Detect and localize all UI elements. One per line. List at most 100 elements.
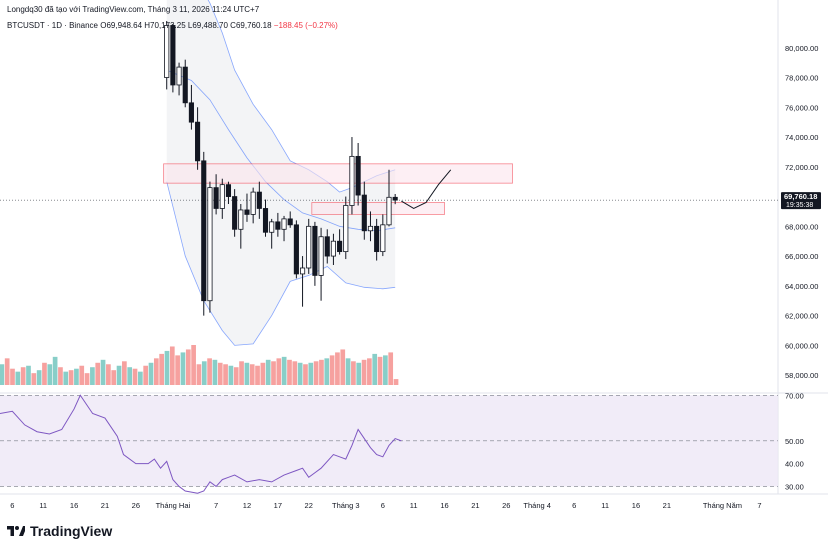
volume-bar: [185, 349, 191, 385]
volume-bar: [10, 368, 15, 385]
time-tick-label: 26: [502, 501, 510, 510]
volume-bar: [292, 361, 298, 385]
supply-demand-zone: [311, 202, 445, 215]
volume-bar: [239, 361, 244, 385]
rsi-tick-label: 40.00: [785, 460, 804, 469]
volume-bar: [201, 361, 207, 385]
price-tick-label: 66,000.00: [785, 252, 818, 261]
volume-bar: [169, 346, 175, 385]
tradingview-logo[interactable]: TradingView: [7, 523, 112, 539]
volume-bar: [116, 365, 122, 385]
volume-bar: [276, 358, 282, 385]
volume-bar: [223, 364, 228, 385]
volume-bar: [0, 364, 5, 385]
volume-bar: [15, 371, 21, 385]
rsi-tick-label: 50.00: [785, 437, 804, 446]
rsi-line: [0, 394, 402, 494]
supply-demand-zone: [163, 163, 513, 184]
rsi-tick-label: 70.00: [785, 391, 804, 400]
volume-bar: [356, 362, 362, 385]
candle-body: [275, 221, 281, 230]
volume-bar: [244, 362, 250, 385]
volume-bar: [68, 370, 74, 385]
volume-bar: [361, 359, 367, 385]
close-value: C69,760.18: [230, 21, 272, 30]
candle-body: [225, 184, 232, 197]
candle-body: [355, 155, 361, 196]
candle-body: [176, 66, 182, 86]
volume-bar: [271, 361, 276, 385]
volume-bar: [303, 364, 308, 385]
candle-body: [324, 236, 330, 257]
volume-bar: [255, 365, 260, 385]
volume-bar: [106, 364, 111, 385]
time-tick-label: Tháng 3: [332, 501, 360, 510]
candle-body: [343, 205, 349, 253]
volume-bar: [31, 373, 37, 385]
candle-body: [349, 155, 355, 206]
price-tick-label: 72,000.00: [785, 163, 818, 172]
volume-bar: [233, 367, 239, 385]
price-tick-label: 74,000.00: [785, 133, 818, 142]
rsi-tick-label: 30.00: [785, 482, 804, 491]
candle-body: [232, 196, 238, 230]
volume-bar: [191, 345, 196, 385]
volume-bar: [26, 365, 31, 385]
volume-bar: [207, 358, 212, 385]
candle-body: [312, 225, 318, 276]
volume-bar: [90, 367, 95, 385]
volume-bar: [393, 379, 399, 385]
candle-body: [293, 224, 299, 275]
volume-bar: [281, 356, 287, 385]
volume-bar: [132, 368, 138, 385]
volume-bar: [175, 355, 180, 385]
symbol-name[interactable]: BTCUSDT · 1D · Binance: [7, 21, 98, 30]
time-tick-label: 6: [381, 501, 385, 510]
time-tick-label: Tháng 4: [523, 501, 551, 510]
volume-bar: [249, 364, 255, 385]
tradingview-logo-text: TradingView: [30, 523, 113, 539]
volume-bar: [228, 365, 234, 385]
volume-bar: [47, 364, 53, 385]
price-badge-countdown: 19:35:38: [786, 202, 813, 209]
candle-body: [262, 208, 269, 233]
volume-bar: [324, 358, 330, 385]
volume-bar: [345, 358, 351, 385]
price-tick-label: 68,000.00: [785, 222, 818, 231]
volume-bar: [297, 362, 303, 385]
volume-bar: [260, 362, 266, 385]
price-tick-label: 62,000.00: [785, 312, 818, 321]
time-tick-label: 12: [243, 501, 251, 510]
volume-bar: [265, 359, 271, 385]
candle-body: [182, 66, 188, 104]
candle-body: [281, 218, 287, 230]
tradingview-logo-icon: [7, 526, 25, 536]
publisher-caption: Longdq30 đã tạo với TradingView.com, Thá…: [7, 5, 260, 14]
candle-body: [337, 240, 343, 253]
candle-body: [201, 160, 207, 302]
volume-bar: [159, 353, 164, 385]
volume-bar: [180, 352, 186, 385]
candle-body: [392, 196, 398, 201]
time-tick-label: 16: [70, 501, 78, 510]
candle-body: [219, 184, 225, 209]
volume-bar: [212, 359, 218, 385]
time-tick-label: 17: [274, 501, 282, 510]
volume-bar: [313, 361, 319, 385]
volume-bar: [4, 358, 10, 385]
volume-bar: [153, 358, 159, 385]
candle-body: [361, 194, 367, 232]
volume-bar: [122, 361, 127, 385]
volume-bar: [287, 359, 292, 385]
volume-bar: [137, 371, 143, 385]
time-tick-label: 21: [101, 501, 109, 510]
time-tick-label: 16: [440, 501, 448, 510]
price-tick-label: 78,000.00: [785, 74, 818, 83]
volume-bar: [111, 370, 117, 385]
volume-bar: [74, 368, 79, 385]
time-tick-label: 6: [10, 501, 14, 510]
candle-body: [330, 240, 336, 257]
volume-bar: [367, 358, 372, 385]
volume-bar: [63, 371, 69, 385]
